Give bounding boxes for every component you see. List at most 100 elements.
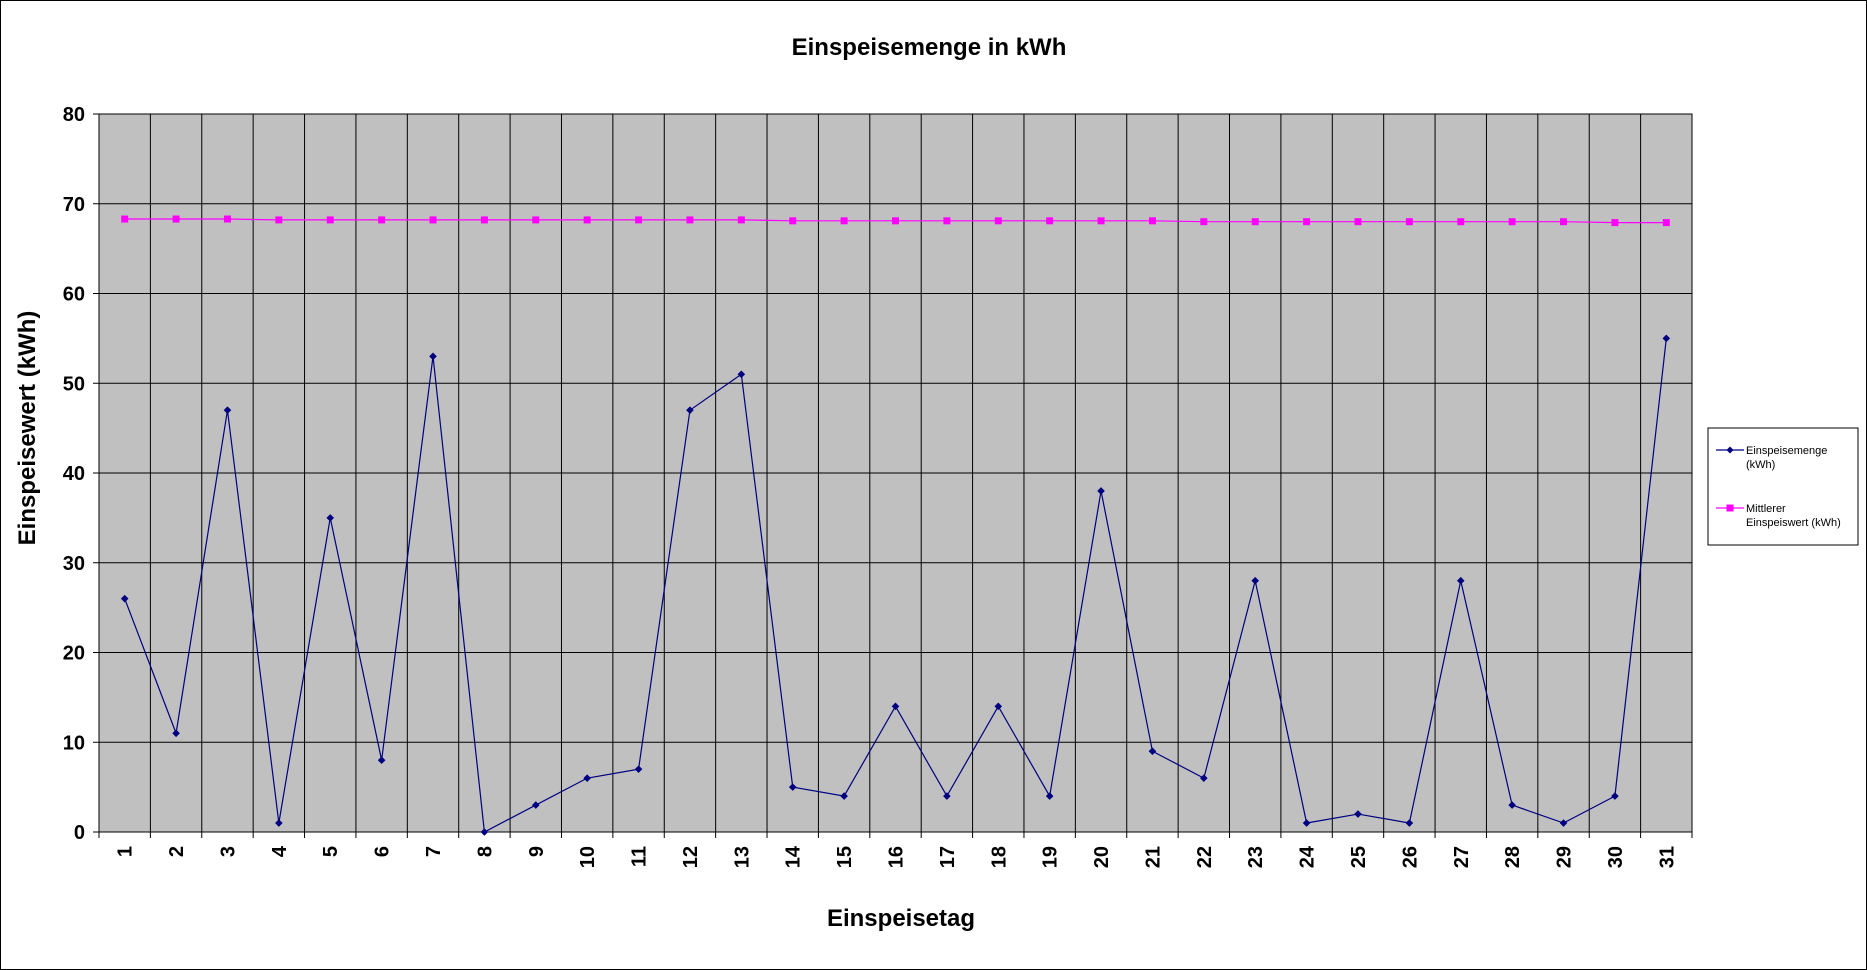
data-point <box>1303 218 1311 226</box>
data-point <box>1662 219 1670 227</box>
data-point <box>1405 218 1413 226</box>
data-point <box>789 217 797 225</box>
x-tick-label: 14 <box>783 845 805 868</box>
x-tick-label: 24 <box>1297 845 1319 868</box>
series-group <box>120 215 1671 836</box>
data-point <box>994 217 1002 225</box>
x-tick-label: 21 <box>1142 846 1164 868</box>
x-tick-label: 12 <box>680 846 702 868</box>
data-point <box>1611 219 1619 227</box>
data-point <box>1559 819 1568 827</box>
data-point <box>1097 487 1105 495</box>
x-tick-label: 27 <box>1451 846 1473 868</box>
data-point <box>120 594 129 603</box>
x-tick-label: 11 <box>629 846 651 867</box>
legend-entry-1: Einspeisemenge (kWh) <box>1716 445 1827 471</box>
x-tick-label: 16 <box>886 846 908 868</box>
y-tick-label: 50 <box>63 373 85 395</box>
x-tick-label: 15 <box>834 846 856 868</box>
data-point <box>1302 819 1311 827</box>
x-tick-label: 9 <box>526 846 548 857</box>
data-point <box>223 406 232 414</box>
data-point <box>583 774 591 782</box>
x-tick-label: 17 <box>937 846 959 868</box>
y-tick-label: 20 <box>63 643 85 665</box>
legend-label: Einspeiswert (kWh) <box>1746 517 1841 529</box>
data-point <box>943 792 951 800</box>
data-point <box>994 702 1003 711</box>
data-point <box>172 729 180 738</box>
legend-swatch-marker <box>1726 504 1734 512</box>
y-tick-label: 70 <box>63 194 85 216</box>
data-point <box>1045 792 1054 800</box>
y-axis-label: Einspeisewert (kWh) <box>14 311 41 546</box>
data-point <box>1560 218 1568 226</box>
data-point <box>1251 218 1259 226</box>
data-point <box>378 216 386 224</box>
x-tick-label: 20 <box>1091 846 1113 868</box>
data-point <box>1456 576 1465 585</box>
data-point <box>840 217 848 225</box>
legend-label: Einspeisemenge <box>1746 445 1827 457</box>
data-point <box>1354 810 1362 818</box>
data-point <box>1508 218 1516 226</box>
x-tick-label: 22 <box>1194 846 1216 868</box>
data-point <box>686 216 694 224</box>
data-point <box>429 352 437 361</box>
data-point <box>1354 218 1362 226</box>
data-point <box>1662 334 1671 343</box>
data-point <box>1508 801 1516 809</box>
data-point <box>788 783 797 791</box>
data-point <box>223 215 231 223</box>
legend-label: Mittlerer <box>1746 503 1786 515</box>
data-point <box>429 216 437 224</box>
x-tick-label: 25 <box>1348 846 1370 868</box>
x-axis-ticks: 1 2 3 4 5 6 7 8 9 10 11 12 13 14 15 16 17 18 19 20 21 22 23 24 2… <box>98 832 1693 868</box>
data-point <box>480 828 489 836</box>
x-tick-label: 23 <box>1245 846 1267 868</box>
data-point <box>583 216 591 224</box>
legend-swatch-marker <box>1726 446 1734 454</box>
data-point <box>634 765 643 773</box>
x-tick-label: 28 <box>1502 846 1524 868</box>
data-point <box>275 216 283 224</box>
y-tick-label: 0 <box>74 822 85 844</box>
data-point <box>275 819 283 827</box>
data-point <box>1046 217 1054 225</box>
data-point <box>121 215 129 223</box>
x-tick-label: 18 <box>988 846 1010 868</box>
data-point <box>1405 819 1414 827</box>
x-tick-label: 13 <box>731 846 753 868</box>
x-tick-label: 30 <box>1605 846 1627 868</box>
x-axis-label: Einspeisetag <box>827 905 975 932</box>
data-point <box>172 215 180 223</box>
x-tick-label: 10 <box>577 846 599 868</box>
data-point <box>326 216 334 224</box>
legend-entry-2: Mittlerer Einspeiswert (kWh) <box>1716 503 1841 529</box>
legend: Einspeisemenge (kWh) Mittlerer Einspeiswert… <box>1707 427 1859 546</box>
data-point <box>840 792 848 800</box>
y-tick-label: 40 <box>63 463 85 485</box>
data-point <box>891 702 900 711</box>
gridlines <box>99 114 1692 832</box>
data-point <box>1251 576 1260 585</box>
x-tick-label: 31 <box>1656 846 1678 868</box>
x-tick-label: 19 <box>1040 846 1062 868</box>
x-tick-label: 1 <box>115 846 137 857</box>
data-point <box>1611 792 1619 800</box>
x-tick-label: 4 <box>269 845 291 857</box>
x-tick-label: 29 <box>1554 846 1576 868</box>
data-point <box>1200 774 1208 782</box>
x-tick-label: 26 <box>1399 846 1421 868</box>
data-point <box>1097 217 1105 225</box>
legend-box <box>1707 427 1859 546</box>
legend-label: (kWh) <box>1746 459 1775 471</box>
y-tick-label: 60 <box>63 284 85 306</box>
x-tick-label: 6 <box>372 846 394 857</box>
data-point <box>892 217 899 225</box>
y-tick-label: 30 <box>63 553 85 575</box>
data-point <box>943 217 951 225</box>
data-point <box>635 216 643 224</box>
chart-title: Einspeisemenge in kWh <box>792 34 1067 61</box>
